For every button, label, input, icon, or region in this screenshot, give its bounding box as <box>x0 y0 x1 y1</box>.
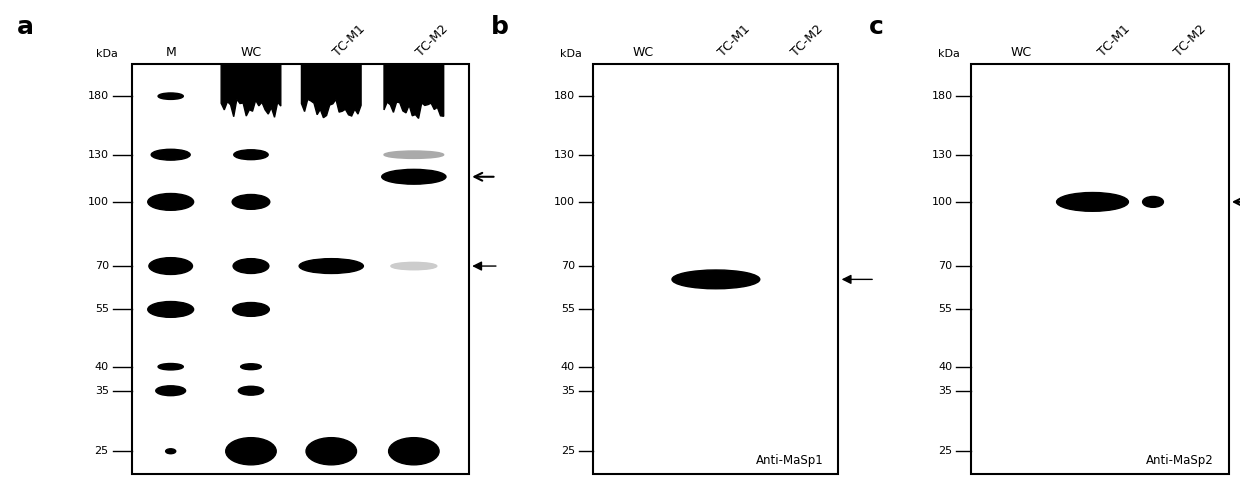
Text: 25: 25 <box>939 446 952 456</box>
Text: TC-M2: TC-M2 <box>414 23 450 59</box>
Polygon shape <box>221 64 280 117</box>
Text: 40: 40 <box>939 362 952 371</box>
Text: 55: 55 <box>94 304 109 315</box>
Ellipse shape <box>166 449 176 453</box>
Text: 35: 35 <box>94 386 109 396</box>
Ellipse shape <box>672 270 760 289</box>
Ellipse shape <box>241 364 262 370</box>
Ellipse shape <box>226 438 277 465</box>
Text: 180: 180 <box>931 91 952 101</box>
Ellipse shape <box>306 438 357 465</box>
Text: 100: 100 <box>554 197 575 207</box>
Text: 130: 130 <box>554 150 575 160</box>
Text: 70: 70 <box>560 261 575 271</box>
Text: 130: 130 <box>88 150 109 160</box>
Ellipse shape <box>232 195 270 209</box>
Text: WC: WC <box>1011 46 1032 59</box>
Bar <box>594 64 838 474</box>
Text: 180: 180 <box>554 91 575 101</box>
Ellipse shape <box>233 259 269 274</box>
Text: kDa: kDa <box>939 49 960 59</box>
Ellipse shape <box>156 386 186 396</box>
Text: 100: 100 <box>931 197 952 207</box>
Text: TC-M2: TC-M2 <box>789 23 826 59</box>
Text: TC-M1: TC-M1 <box>331 23 368 59</box>
Ellipse shape <box>157 93 184 99</box>
Ellipse shape <box>148 301 193 317</box>
Text: 180: 180 <box>88 91 109 101</box>
Text: 100: 100 <box>88 197 109 207</box>
Ellipse shape <box>234 150 268 160</box>
Text: TC-M1: TC-M1 <box>1096 23 1133 59</box>
Text: 55: 55 <box>939 304 952 315</box>
Text: WC: WC <box>241 46 262 59</box>
Ellipse shape <box>233 302 269 316</box>
Text: c: c <box>869 15 884 39</box>
Text: a: a <box>17 15 33 39</box>
Text: WC: WC <box>632 46 653 59</box>
Text: 55: 55 <box>560 304 575 315</box>
Text: 25: 25 <box>94 446 109 456</box>
Text: 25: 25 <box>560 446 575 456</box>
Ellipse shape <box>1056 193 1128 211</box>
Text: kDa: kDa <box>95 49 118 59</box>
Ellipse shape <box>299 259 363 274</box>
Polygon shape <box>384 64 444 119</box>
Text: TC-M1: TC-M1 <box>715 23 753 59</box>
Ellipse shape <box>1142 197 1163 207</box>
Text: 35: 35 <box>560 386 575 396</box>
Text: TC-M2: TC-M2 <box>1172 23 1209 59</box>
Ellipse shape <box>149 258 192 275</box>
Ellipse shape <box>382 169 446 184</box>
Text: 40: 40 <box>94 362 109 371</box>
Ellipse shape <box>238 386 264 395</box>
Text: b: b <box>491 15 508 39</box>
Ellipse shape <box>391 262 436 270</box>
Ellipse shape <box>157 364 184 370</box>
Polygon shape <box>301 64 361 118</box>
Text: 130: 130 <box>931 150 952 160</box>
Ellipse shape <box>151 149 190 160</box>
Bar <box>971 64 1229 474</box>
Ellipse shape <box>148 194 193 210</box>
Text: Anti-MaSp1: Anti-MaSp1 <box>756 454 823 467</box>
Ellipse shape <box>384 151 444 159</box>
Text: 70: 70 <box>94 261 109 271</box>
Ellipse shape <box>388 438 439 465</box>
Text: 40: 40 <box>560 362 575 371</box>
Text: Anti-MaSp2: Anti-MaSp2 <box>1146 454 1214 467</box>
Text: kDa: kDa <box>560 49 583 59</box>
Text: 70: 70 <box>939 261 952 271</box>
Text: M: M <box>165 46 176 59</box>
Bar <box>131 64 469 474</box>
Text: 35: 35 <box>939 386 952 396</box>
